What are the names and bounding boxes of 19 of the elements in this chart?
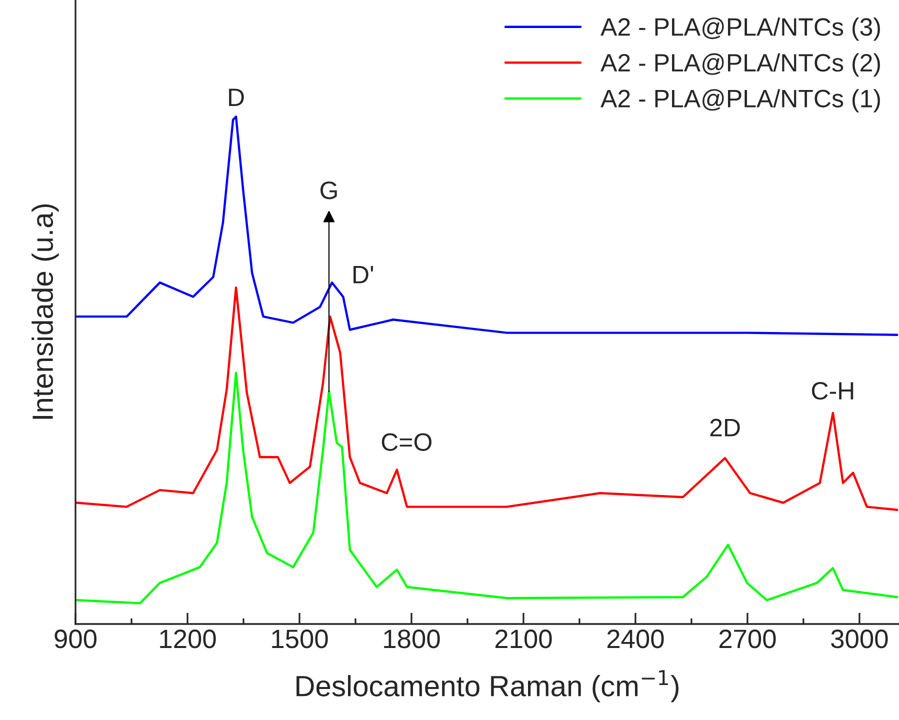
annotation: 2D [710,418,740,436]
x-tick-label: 1200 [160,630,216,648]
annotation: D' [354,266,374,284]
x-tick-label: 2700 [719,630,776,648]
annotation: D [229,88,244,106]
annotation: C-H [812,382,854,400]
x-axis-title: Deslocamento Raman (cm$^{−1}$) [296,670,678,702]
legend-label: A2 - PLA@PLA/NTCs (1) [600,89,880,112]
x-tick-label: 2400 [607,630,664,648]
x-tick-label: 1500 [272,630,328,648]
legend-label: A2 - PLA@PLA/NTCs (3) [600,18,880,41]
y-axis-title: Intensidade (u.a) [32,204,59,419]
x-tick-label: 900 [54,630,96,648]
x-tick-label: 3000 [831,630,888,648]
x-tick-label: 2100 [495,630,552,648]
legend-label: A2 - PLA@PLA/NTCs (2) [600,53,880,77]
annotation: G [320,182,337,200]
annotation: C=O [382,433,432,451]
x-tick-label: 1800 [384,630,440,648]
